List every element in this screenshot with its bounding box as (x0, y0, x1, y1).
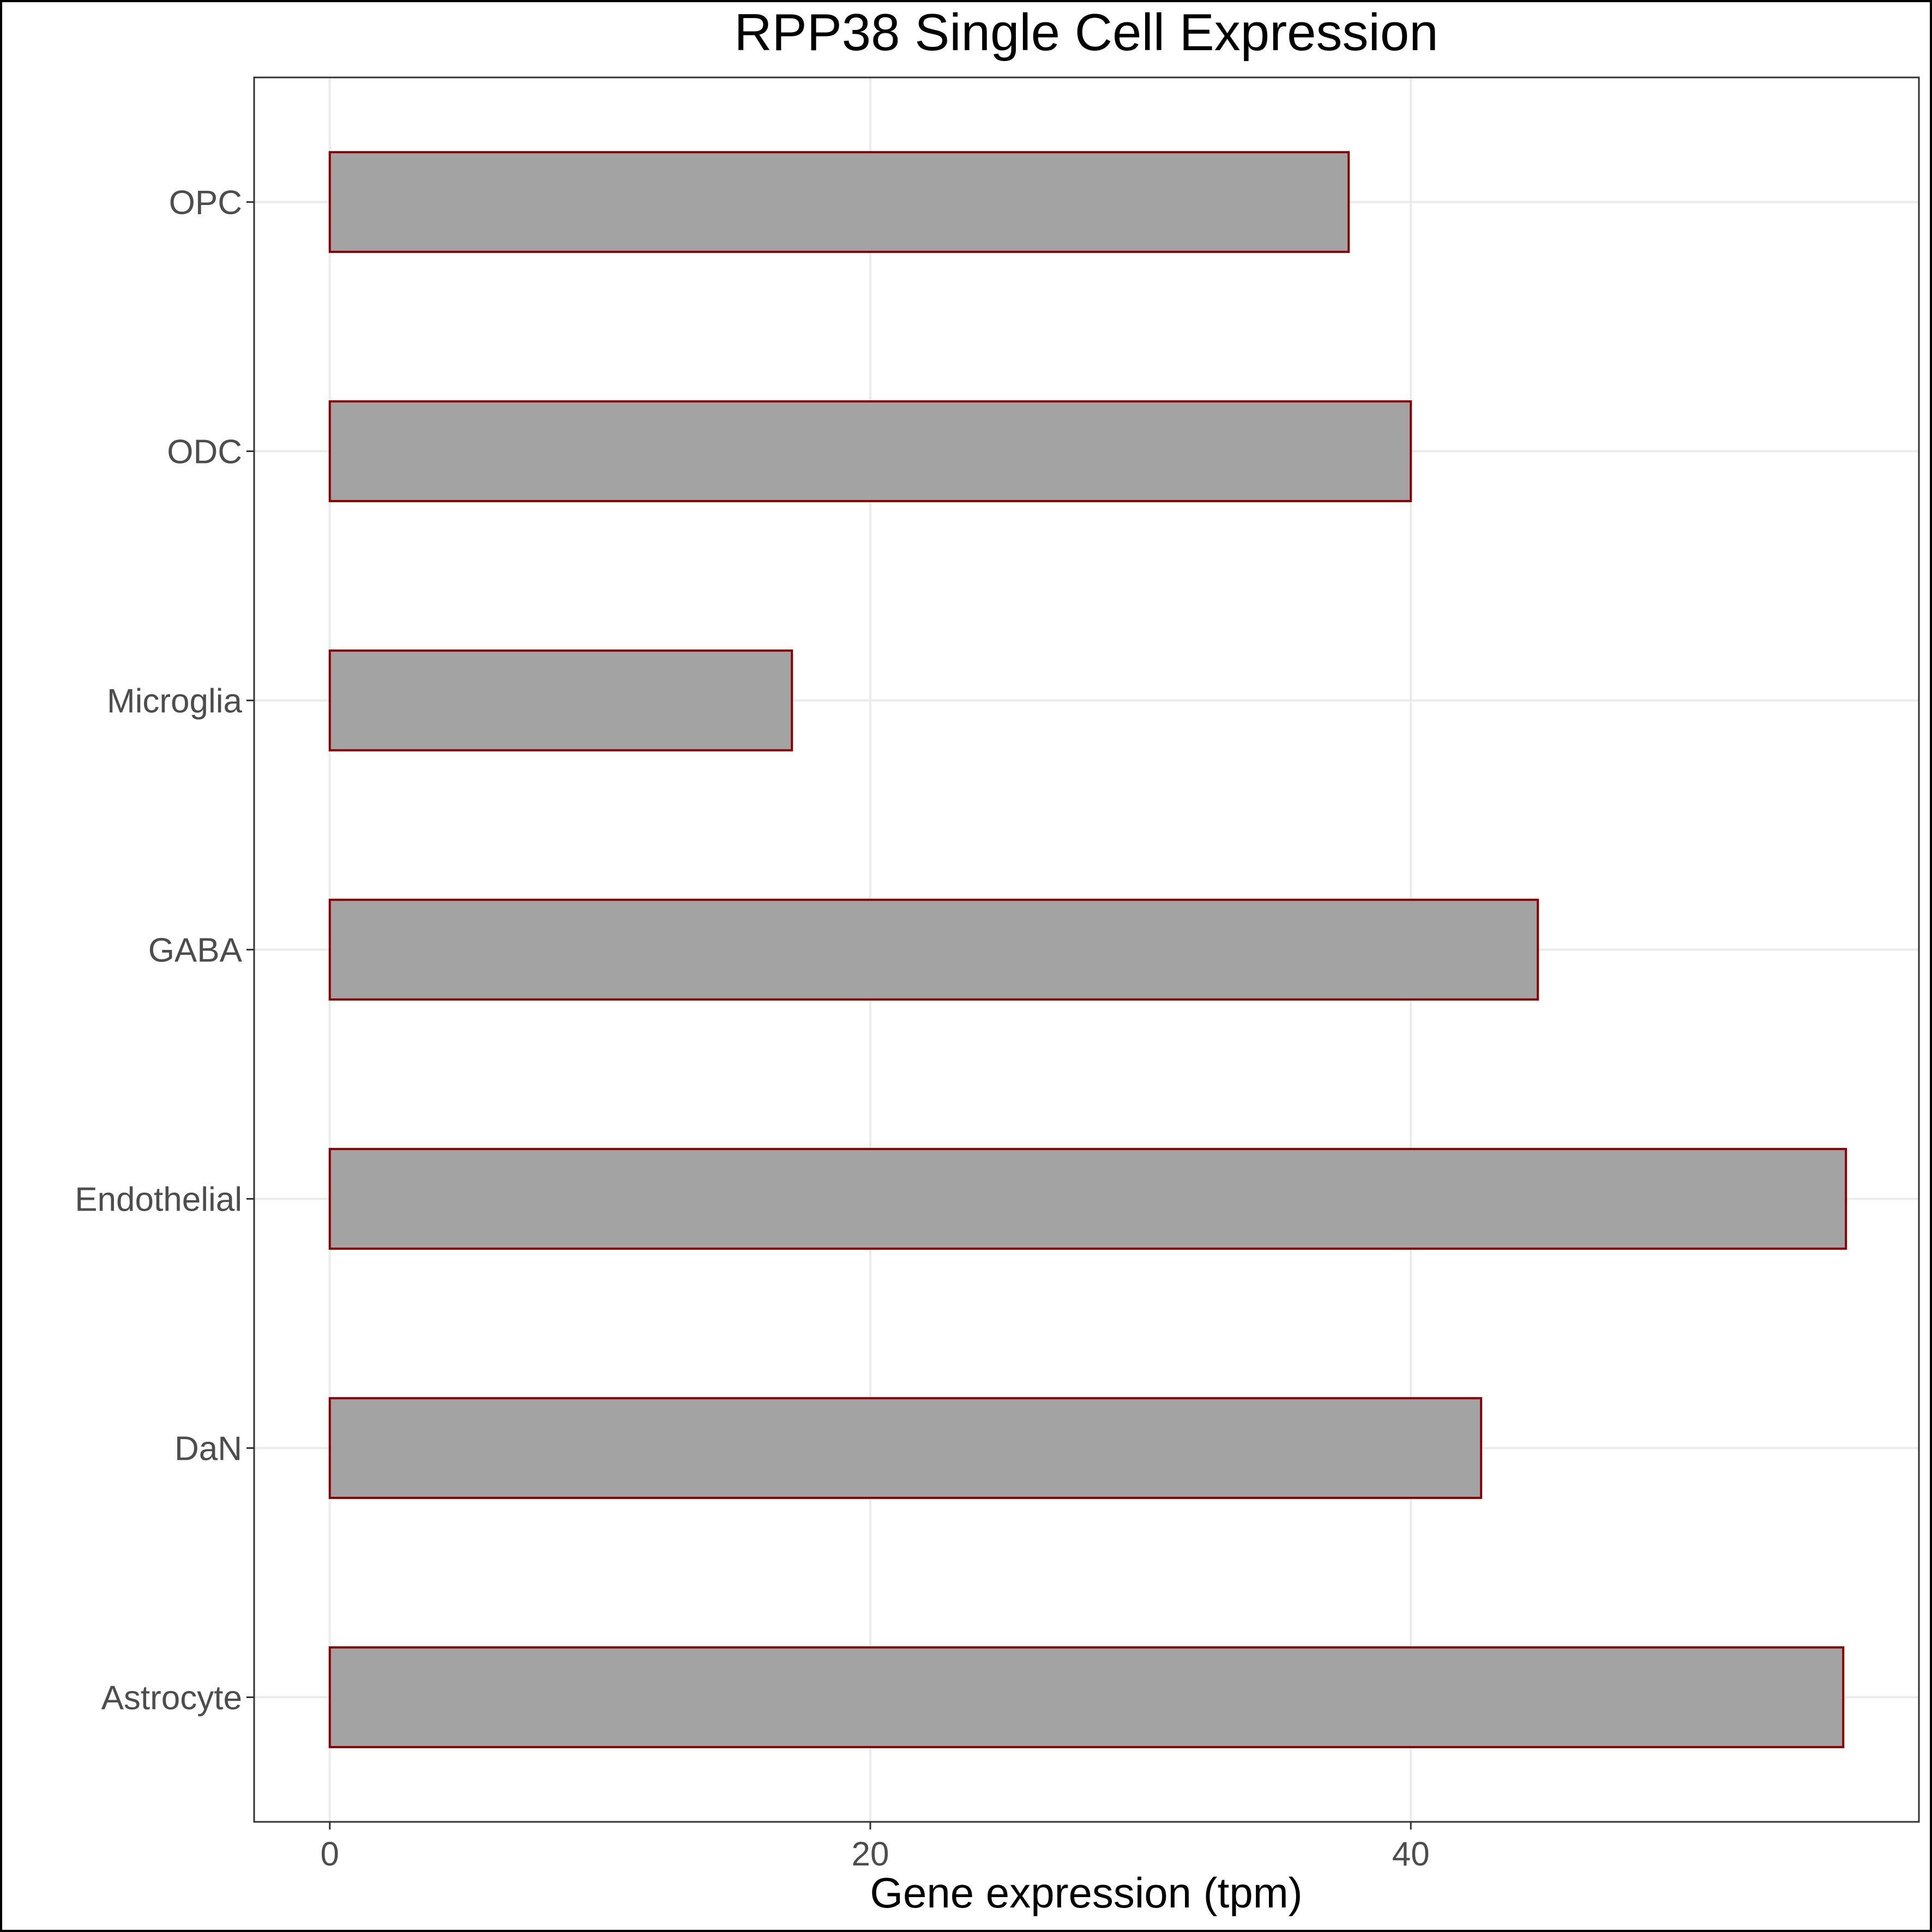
x-axis-title: Gene expression (tpm) (870, 1869, 1302, 1917)
chart-title: RPP38 Single Cell Expression (734, 3, 1438, 62)
bar-dan (328, 1397, 1483, 1499)
bar-microglia (328, 649, 793, 751)
y-axis-ticks: Astrocyte DaN Endothelial GABA Microglia ODC O… (75, 184, 254, 1717)
y-tick-label-odc: ODC (167, 434, 242, 471)
bar-astrocyte (328, 1646, 1845, 1748)
y-tick-label-endothelial: Endothelial (75, 1181, 242, 1219)
y-tick-label-dan: DaN (174, 1430, 242, 1468)
x-tick-label: 0 (321, 1835, 339, 1873)
x-tick-label: 40 (1392, 1835, 1430, 1873)
x-tick-label: 20 (852, 1835, 889, 1873)
y-tick-label-microglia: Microglia (107, 683, 243, 720)
bar-endothelial (328, 1148, 1847, 1250)
bar-gaba (328, 899, 1539, 1001)
y-tick-label-astrocyte: Astrocyte (101, 1680, 242, 1717)
bar-odc (328, 400, 1412, 502)
y-tick-label-opc: OPC (169, 184, 242, 222)
bar-opc (328, 151, 1350, 253)
x-axis-ticks: 0 20 40 (321, 1822, 1430, 1873)
y-tick-label-gaba: GABA (148, 932, 243, 970)
bars (328, 151, 1847, 1748)
